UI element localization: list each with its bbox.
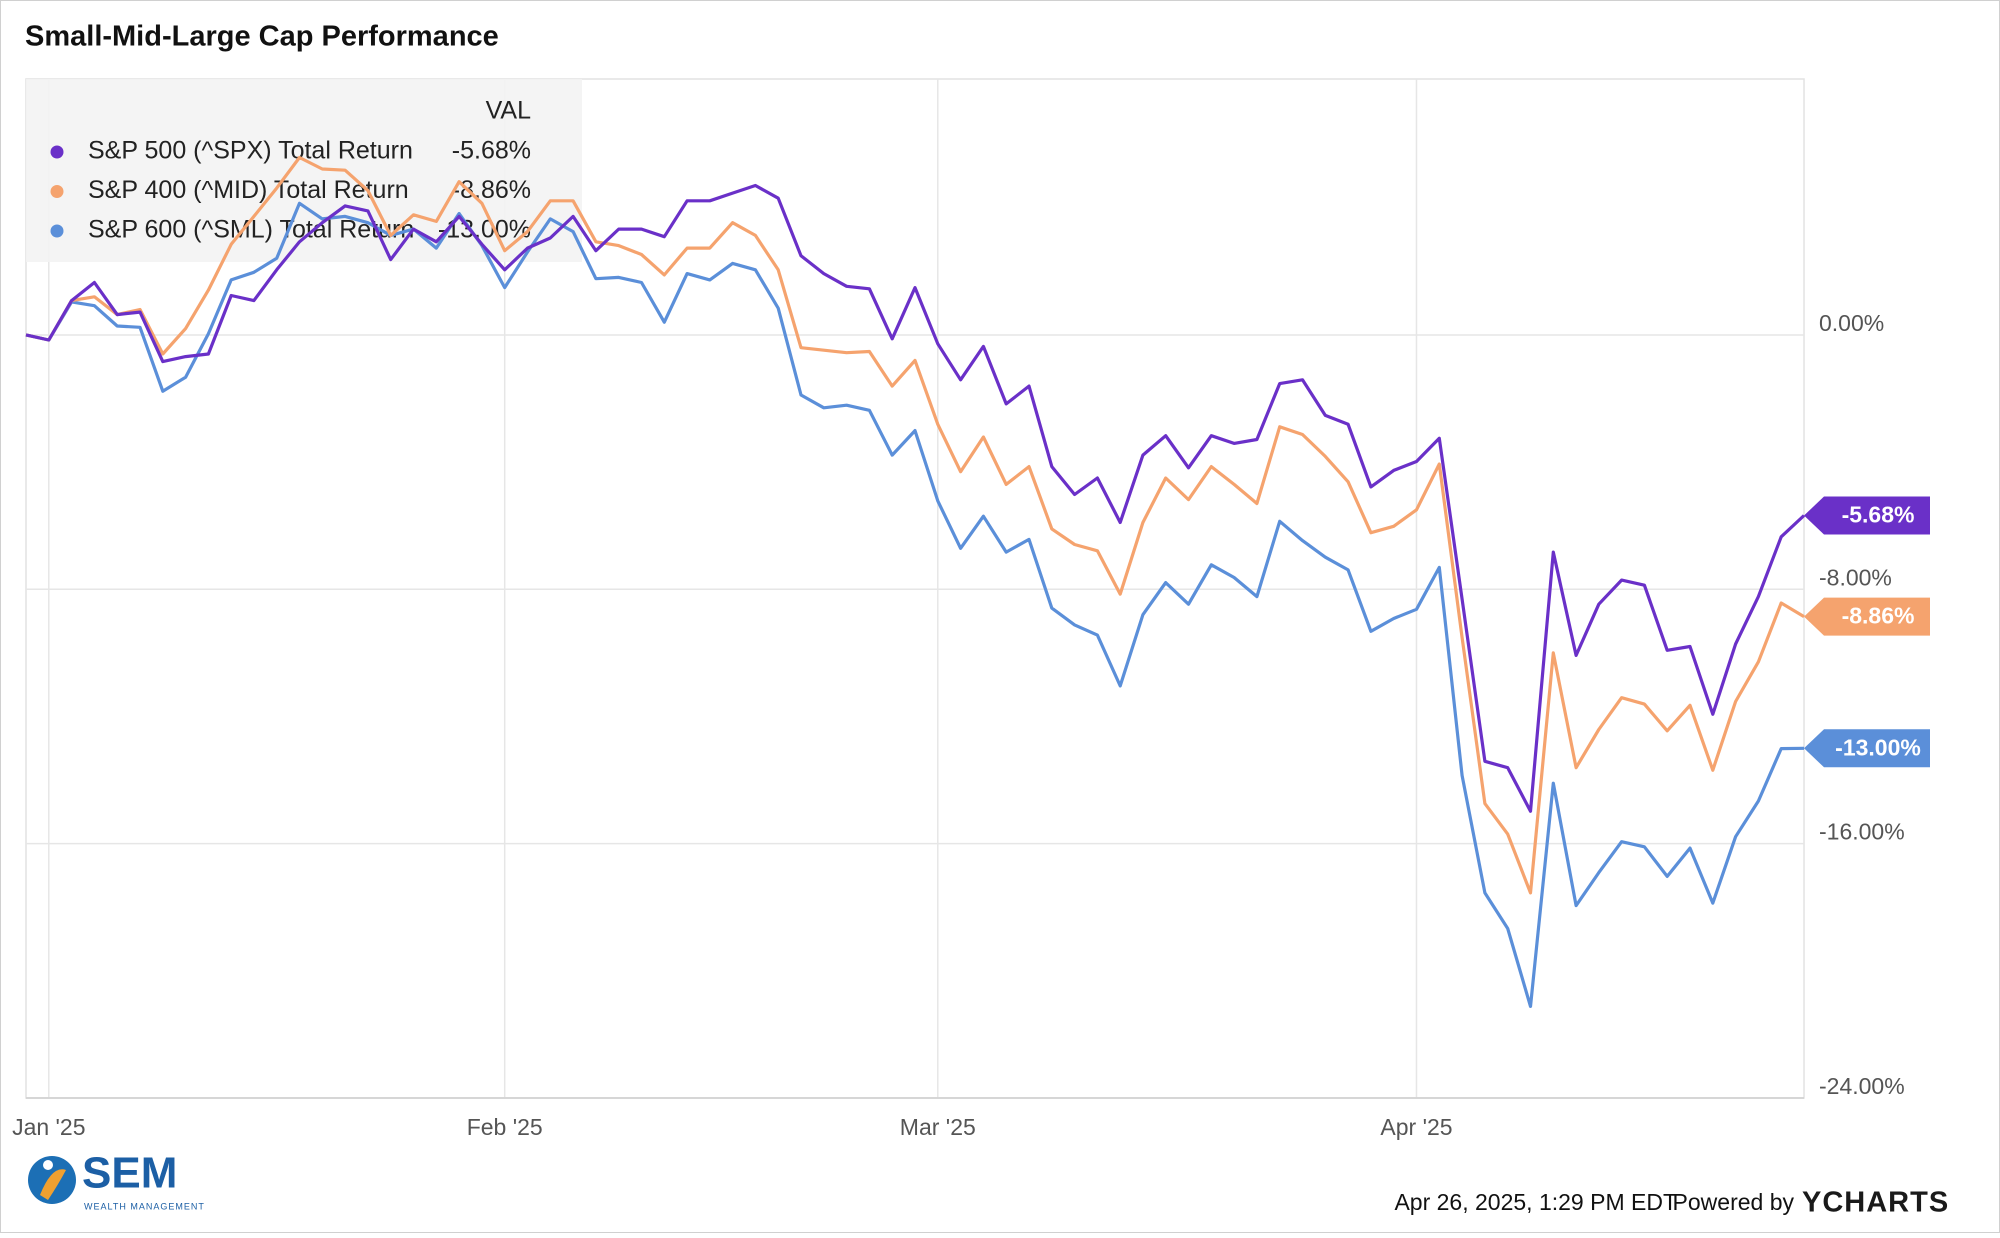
end-flag	[1804, 496, 1930, 535]
series-line	[25, 183, 1806, 813]
logo-subtitle: WEALTH MANAGEMENT	[84, 1201, 205, 1211]
logo-text: SEM	[82, 1149, 177, 1198]
series-line	[25, 201, 1805, 1008]
logo-head	[43, 1160, 53, 1170]
series-line	[25, 155, 1805, 895]
y-tick-label: 0.00%	[1819, 310, 1884, 336]
x-tick-label: Feb '25	[467, 1114, 543, 1140]
end-flag-label: -5.68%	[1842, 502, 1915, 528]
legend-marker	[50, 145, 64, 159]
logo-swoosh	[40, 1169, 66, 1200]
timestamp: Apr 26, 2025, 1:29 PM EDT	[1394, 1189, 1677, 1215]
powered-by: Powered by	[1673, 1189, 1795, 1215]
x-tick-label: Mar '25	[900, 1114, 976, 1140]
legend-value: -8.86%	[452, 176, 531, 204]
end-flag-label: -8.86%	[1842, 603, 1915, 629]
legend-value: -5.68%	[452, 137, 531, 165]
plot-area: 0.00% -8.00% -16.00% -24.00% Jan '25 Feb '25 M…	[12, 78, 1930, 1140]
legend-label: S&P 400 (^MID) Total Return	[88, 176, 409, 204]
chart-title: Small-Mid-Large Cap Performance	[25, 21, 499, 53]
legend-marker	[50, 185, 64, 198]
y-tick-label: -8.00%	[1819, 564, 1892, 590]
y-tick-label: -16.00%	[1819, 819, 1905, 845]
brand: YCHARTS	[1802, 1187, 1949, 1219]
end-flag	[1804, 597, 1930, 636]
footer-logo: SEM WEALTH MANAGEMENT	[28, 1149, 205, 1211]
legend-label: S&P 500 (^SPX) Total Return	[88, 137, 413, 165]
end-flag	[1804, 729, 1930, 768]
x-tick-label: Jan '25	[12, 1114, 85, 1140]
legend-marker	[50, 224, 64, 238]
x-tick-label: Apr '25	[1380, 1114, 1452, 1140]
end-flag-label: -13.00%	[1835, 734, 1921, 760]
y-tick-label: -24.00%	[1819, 1073, 1905, 1099]
legend-header: VAL	[486, 97, 531, 125]
legend-box	[26, 79, 582, 262]
